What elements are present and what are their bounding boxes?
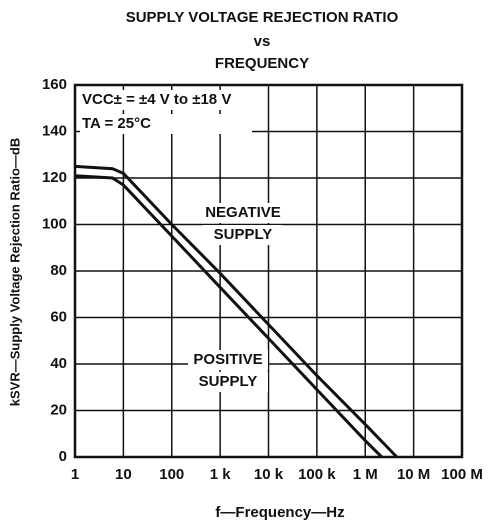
x-tick-label: 10 k — [254, 466, 284, 483]
annotation-bg — [80, 90, 252, 110]
x-tick-label: 1 M — [353, 466, 378, 483]
y-tick-label: 140 — [42, 122, 67, 139]
chart-title: vs — [254, 33, 271, 50]
x-tick-label: 10 M — [397, 466, 430, 483]
annotation-bg — [188, 350, 268, 370]
x-tick-label: 10 — [115, 466, 132, 483]
x-tick-label: 100 — [159, 466, 184, 483]
annotation-bg — [188, 372, 268, 392]
annotation: POSITIVE — [193, 351, 262, 368]
y-axis-label: kSVR—Supply Voltage Rejection Ratio—dB — [7, 138, 22, 406]
plot-frame — [73, 83, 464, 459]
line-series — [74, 174, 383, 459]
y-tick-label: 100 — [42, 215, 67, 232]
chart-title: FREQUENCY — [215, 55, 309, 72]
x-tick-label: 100 k — [298, 466, 336, 483]
y-tick-label: 0 — [59, 448, 67, 465]
annotation: NEGATIVE — [205, 204, 281, 221]
line-series — [74, 164, 398, 459]
y-tick-label: 60 — [50, 308, 67, 325]
annotation-bg — [80, 114, 252, 134]
y-tick-label: 160 — [42, 76, 67, 93]
y-tick-label: 120 — [42, 169, 67, 186]
annotation-bg — [203, 225, 283, 245]
annotation: SUPPLY — [199, 373, 258, 390]
x-tick-label: 1 — [71, 466, 79, 483]
annotation: TA = 25°C — [82, 115, 151, 132]
annotation: SUPPLY — [214, 226, 273, 243]
annotation-bg — [203, 203, 283, 223]
chart-title: SUPPLY VOLTAGE REJECTION RATIO — [126, 9, 399, 26]
y-tick-label: 20 — [50, 401, 67, 418]
x-tick-label: 1 k — [210, 466, 232, 483]
y-tick-label: 80 — [50, 262, 67, 279]
x-tick-label: 100 M — [441, 466, 483, 483]
x-axis-label: f—Frequency—Hz — [215, 504, 344, 521]
annotation: VCC± = ±4 V to ±18 V — [82, 91, 231, 108]
y-tick-label: 40 — [50, 355, 67, 372]
